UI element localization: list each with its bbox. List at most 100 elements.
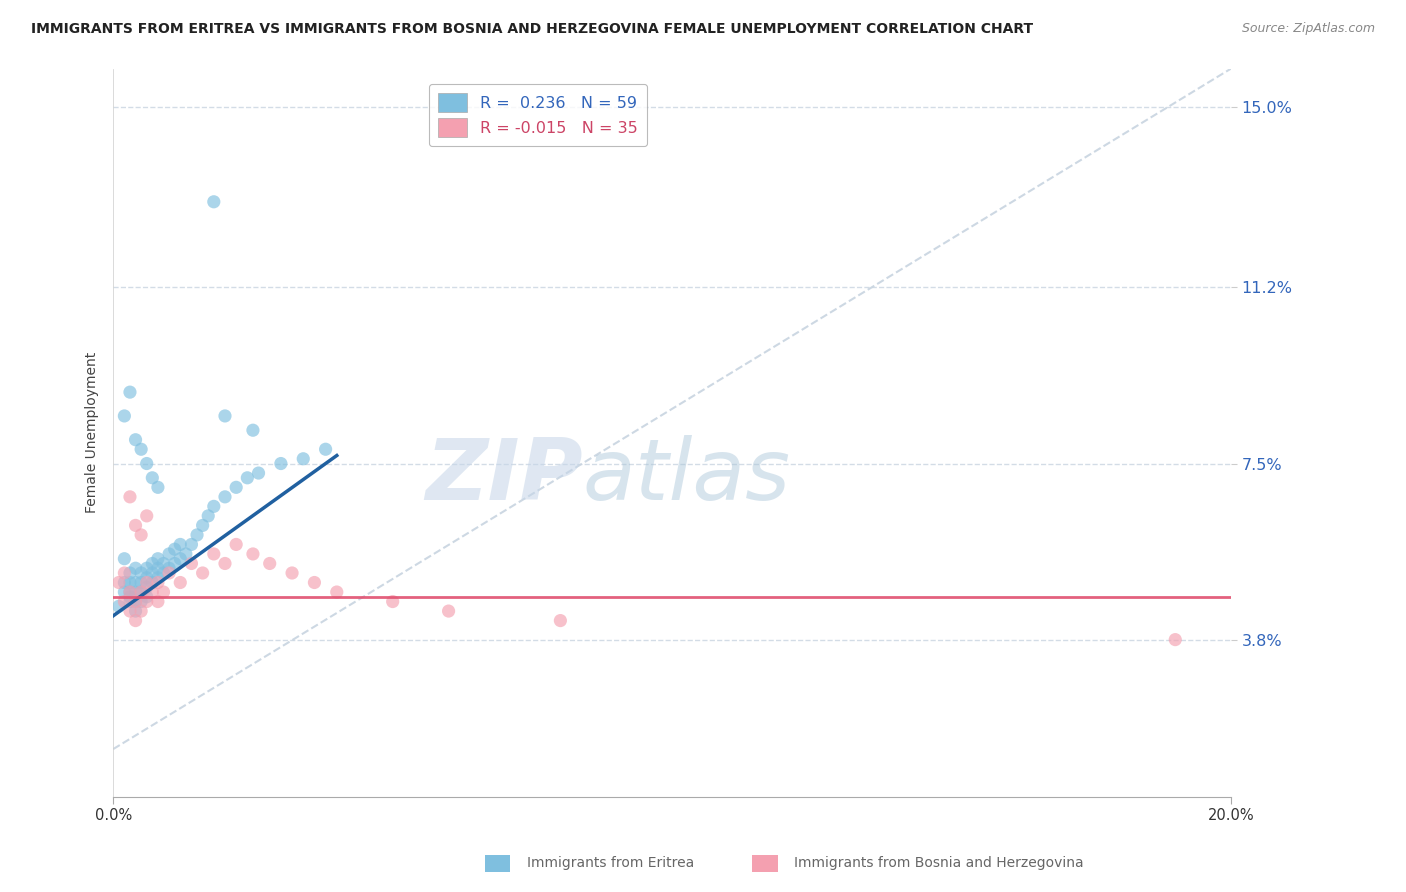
Text: Immigrants from Eritrea: Immigrants from Eritrea bbox=[527, 856, 695, 870]
Point bbox=[129, 585, 152, 599]
Text: atlas: atlas bbox=[582, 434, 790, 517]
Point bbox=[118, 575, 141, 590]
Point bbox=[146, 594, 169, 608]
Point bbox=[242, 423, 264, 437]
Point bbox=[141, 575, 163, 590]
Point bbox=[129, 575, 152, 590]
Point bbox=[135, 580, 157, 594]
Point bbox=[180, 537, 202, 551]
Point bbox=[247, 466, 270, 480]
Point bbox=[186, 528, 208, 542]
Point bbox=[135, 594, 157, 608]
Point bbox=[129, 528, 152, 542]
Point bbox=[157, 547, 180, 561]
Point bbox=[118, 590, 141, 604]
Point bbox=[118, 385, 141, 400]
Point bbox=[381, 594, 404, 608]
Point bbox=[124, 561, 146, 575]
Point bbox=[202, 547, 225, 561]
Point bbox=[118, 566, 141, 580]
Point bbox=[124, 585, 146, 599]
Point bbox=[107, 575, 129, 590]
Point bbox=[129, 594, 152, 608]
Point bbox=[214, 490, 236, 504]
Point bbox=[135, 457, 157, 471]
Point bbox=[112, 575, 135, 590]
Point bbox=[146, 575, 169, 590]
Point bbox=[202, 194, 225, 209]
Point bbox=[169, 575, 191, 590]
Point bbox=[236, 471, 259, 485]
Point bbox=[191, 566, 214, 580]
Point bbox=[118, 490, 141, 504]
Point bbox=[135, 571, 157, 585]
Point bbox=[197, 508, 219, 523]
Point bbox=[124, 614, 146, 628]
Point bbox=[152, 557, 174, 571]
Point bbox=[157, 561, 180, 575]
Point bbox=[169, 537, 191, 551]
Point bbox=[1164, 632, 1187, 647]
Point bbox=[112, 594, 135, 608]
Point bbox=[135, 508, 157, 523]
Point bbox=[118, 585, 141, 599]
Text: Source: ZipAtlas.com: Source: ZipAtlas.com bbox=[1241, 22, 1375, 36]
Point bbox=[157, 566, 180, 580]
Point bbox=[124, 433, 146, 447]
Point bbox=[437, 604, 460, 618]
Point bbox=[141, 566, 163, 580]
Point bbox=[112, 551, 135, 566]
Point bbox=[129, 604, 152, 618]
Point bbox=[191, 518, 214, 533]
Point bbox=[292, 451, 315, 466]
Point bbox=[129, 442, 152, 457]
Point bbox=[169, 551, 191, 566]
Text: ZIP: ZIP bbox=[425, 434, 582, 517]
Point bbox=[129, 566, 152, 580]
Point bbox=[152, 585, 174, 599]
Point bbox=[124, 594, 146, 608]
Point bbox=[225, 537, 247, 551]
Point bbox=[146, 480, 169, 494]
Point bbox=[259, 557, 281, 571]
Point bbox=[202, 500, 225, 514]
Point bbox=[304, 575, 326, 590]
Point bbox=[141, 471, 163, 485]
Point bbox=[225, 480, 247, 494]
Point bbox=[112, 585, 135, 599]
Legend: R =  0.236   N = 59, R = -0.015   N = 35: R = 0.236 N = 59, R = -0.015 N = 35 bbox=[429, 84, 647, 146]
Point bbox=[112, 566, 135, 580]
Point bbox=[118, 585, 141, 599]
Point bbox=[146, 561, 169, 575]
Point bbox=[163, 557, 186, 571]
Point bbox=[124, 518, 146, 533]
Point bbox=[112, 409, 135, 423]
Point bbox=[281, 566, 304, 580]
Point bbox=[550, 614, 572, 628]
Y-axis label: Female Unemployment: Female Unemployment bbox=[86, 352, 100, 513]
Point bbox=[135, 575, 157, 590]
Point bbox=[180, 557, 202, 571]
Point bbox=[270, 457, 292, 471]
Point bbox=[129, 585, 152, 599]
Text: IMMIGRANTS FROM ERITREA VS IMMIGRANTS FROM BOSNIA AND HERZEGOVINA FEMALE UNEMPLO: IMMIGRANTS FROM ERITREA VS IMMIGRANTS FR… bbox=[31, 22, 1033, 37]
Point bbox=[214, 409, 236, 423]
Point bbox=[124, 594, 146, 608]
Text: Immigrants from Bosnia and Herzegovina: Immigrants from Bosnia and Herzegovina bbox=[794, 856, 1084, 870]
Point bbox=[135, 590, 157, 604]
Point bbox=[315, 442, 337, 457]
Point bbox=[124, 575, 146, 590]
Point bbox=[141, 557, 163, 571]
Point bbox=[326, 585, 349, 599]
Point bbox=[146, 571, 169, 585]
Point bbox=[174, 547, 197, 561]
Point bbox=[118, 604, 141, 618]
Point bbox=[214, 557, 236, 571]
Point bbox=[118, 594, 141, 608]
Point bbox=[242, 547, 264, 561]
Point bbox=[124, 604, 146, 618]
Point bbox=[152, 566, 174, 580]
Point bbox=[107, 599, 129, 614]
Point bbox=[146, 551, 169, 566]
Point bbox=[163, 542, 186, 557]
